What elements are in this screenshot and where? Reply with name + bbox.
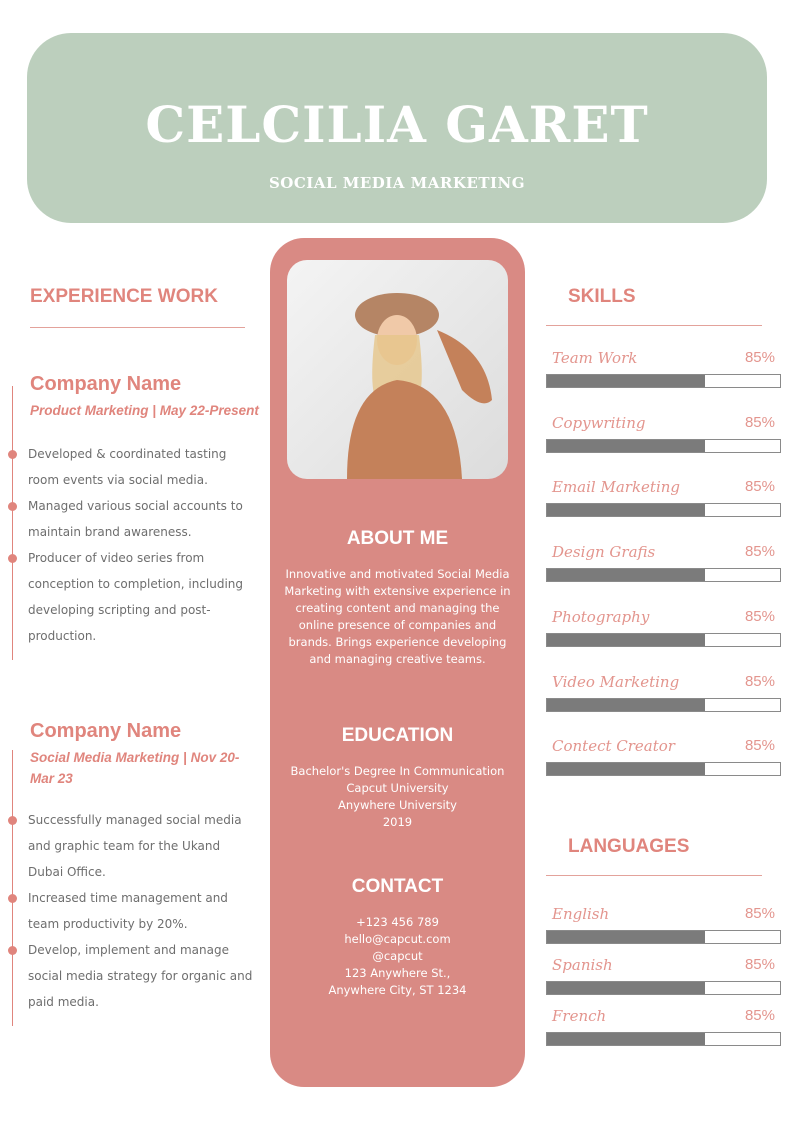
progress-fill xyxy=(547,439,706,452)
handle: @capcut xyxy=(372,949,423,963)
divider xyxy=(546,325,762,326)
skills-item: Design Grafis 85% xyxy=(546,543,781,583)
job-1-bullets: Developed & coordinated tasting room eve… xyxy=(8,441,258,649)
item-percent: 85% xyxy=(744,956,775,973)
education-text: Bachelor's Degree In Communication Capcut… xyxy=(290,764,505,829)
progress-fill xyxy=(547,931,706,943)
bullet: Managed various social accounts to maint… xyxy=(8,493,258,545)
languages-item: English 85% xyxy=(546,905,781,944)
skills-item: Team Work 85% xyxy=(546,349,781,388)
skills-title: SKILLS xyxy=(568,286,636,307)
candidate-name: CELCILIA GARET xyxy=(145,95,649,154)
progress-bar xyxy=(546,632,781,647)
item-percent: 85% xyxy=(744,413,775,431)
contact-text: +123 456 789 hello@capcut.com @capcut 123 A… xyxy=(284,914,511,999)
candidate-role: SOCIAL MEDIA MARKETING xyxy=(268,174,526,192)
item-percent: 85% xyxy=(744,349,775,366)
bullet-dot-icon xyxy=(8,894,17,903)
item-name: French xyxy=(552,1007,607,1025)
bullet-dot-icon xyxy=(8,816,17,825)
item-percent: 85% xyxy=(744,543,775,561)
item-percent: 85% xyxy=(744,607,775,625)
company-name: Company Name xyxy=(30,720,182,742)
divider xyxy=(546,875,762,876)
progress-bar xyxy=(546,438,781,453)
job-role: Social Media Marketing | Nov 20-Mar 23 xyxy=(30,750,240,786)
languages-title: LANGUAGES xyxy=(568,836,690,857)
item-name: Email Marketing xyxy=(552,478,681,497)
item-name: Team Work xyxy=(552,349,638,367)
progress-fill xyxy=(547,763,706,776)
timeline-line xyxy=(12,750,13,1026)
experience-title: EXPERIENCE WORK xyxy=(30,286,218,307)
bullet: Producer of video series from conception… xyxy=(8,545,258,649)
bullet: Increased time management and team produ… xyxy=(8,885,258,937)
progress-bar xyxy=(546,503,781,518)
phone: +123 456 789 xyxy=(356,915,439,929)
about-text: Innovative and motivated Social Media Ma… xyxy=(284,567,511,666)
bullet-dot-icon xyxy=(8,502,17,511)
job-2: Company Name Social Media Marketing | No… xyxy=(30,720,250,789)
job-1: Company Name Product Marketing | May 22-… xyxy=(30,373,260,421)
item-percent: 85% xyxy=(744,905,775,922)
progress-fill xyxy=(547,569,706,582)
email: hello@capcut.com xyxy=(344,932,451,946)
contact-title: CONTACT xyxy=(351,876,444,897)
progress-bar xyxy=(546,1032,781,1046)
profile-photo xyxy=(287,260,508,479)
progress-fill xyxy=(547,982,706,994)
item-percent: 85% xyxy=(744,1007,775,1024)
address: 123 Anywhere St., xyxy=(344,966,451,980)
progress-bar xyxy=(546,568,781,583)
progress-fill xyxy=(547,633,706,646)
bullet-dot-icon xyxy=(8,554,17,563)
progress-fill xyxy=(547,375,706,387)
item-name: English xyxy=(552,905,610,923)
progress-bar xyxy=(546,762,781,777)
timeline-line xyxy=(12,386,13,660)
progress-fill xyxy=(547,1033,706,1045)
bullet-dot-icon xyxy=(8,450,17,459)
item-name: Design Grafis xyxy=(552,543,656,562)
item-name: Copywriting xyxy=(552,413,646,432)
skills-item: Video Marketing 85% xyxy=(546,673,781,712)
item-percent: 85% xyxy=(744,737,775,755)
job-role: Product Marketing | May 22-Present xyxy=(30,403,259,418)
languages-item: French 85% xyxy=(546,1007,781,1046)
about-title: ABOUT ME xyxy=(346,528,449,549)
progress-bar xyxy=(546,981,781,995)
progress-bar xyxy=(546,930,781,944)
item-percent: 85% xyxy=(744,672,775,690)
skills-item: Email Marketing 85% xyxy=(546,478,781,518)
item-name: Video Marketing xyxy=(552,672,680,691)
item-name: Spanish xyxy=(552,956,613,974)
header-banner: CELCILIA GARET SOCIAL MEDIA MARKETING xyxy=(27,33,767,223)
skills-item: Contect Creator 85% xyxy=(546,737,781,777)
progress-fill xyxy=(547,504,706,517)
bullet: Develop, implement and manage social med… xyxy=(8,937,258,1015)
item-name: Contect Creator xyxy=(552,737,675,756)
job-2-bullets: Successfully managed social media and gr… xyxy=(8,807,258,1015)
skills-item: Copywriting 85% xyxy=(546,414,781,453)
address-city: Anywhere City, ST 1234 xyxy=(328,983,467,997)
center-panel: ABOUT ME Innovative and motivated Social… xyxy=(270,238,525,1087)
item-name: Photography xyxy=(552,607,650,626)
bullet-dot-icon xyxy=(8,946,17,955)
languages-item: Spanish 85% xyxy=(546,956,781,995)
skills-item: Photography 85% xyxy=(546,608,781,647)
bullet: Developed & coordinated tasting room eve… xyxy=(8,441,258,493)
progress-bar xyxy=(546,697,781,712)
progress-fill xyxy=(547,698,706,711)
company-name: Company Name xyxy=(30,373,182,395)
education-title: EDUCATION xyxy=(341,725,454,746)
progress-bar xyxy=(546,374,781,388)
divider xyxy=(30,327,245,328)
bullet: Successfully managed social media and gr… xyxy=(8,807,258,885)
item-percent: 85% xyxy=(744,478,775,496)
